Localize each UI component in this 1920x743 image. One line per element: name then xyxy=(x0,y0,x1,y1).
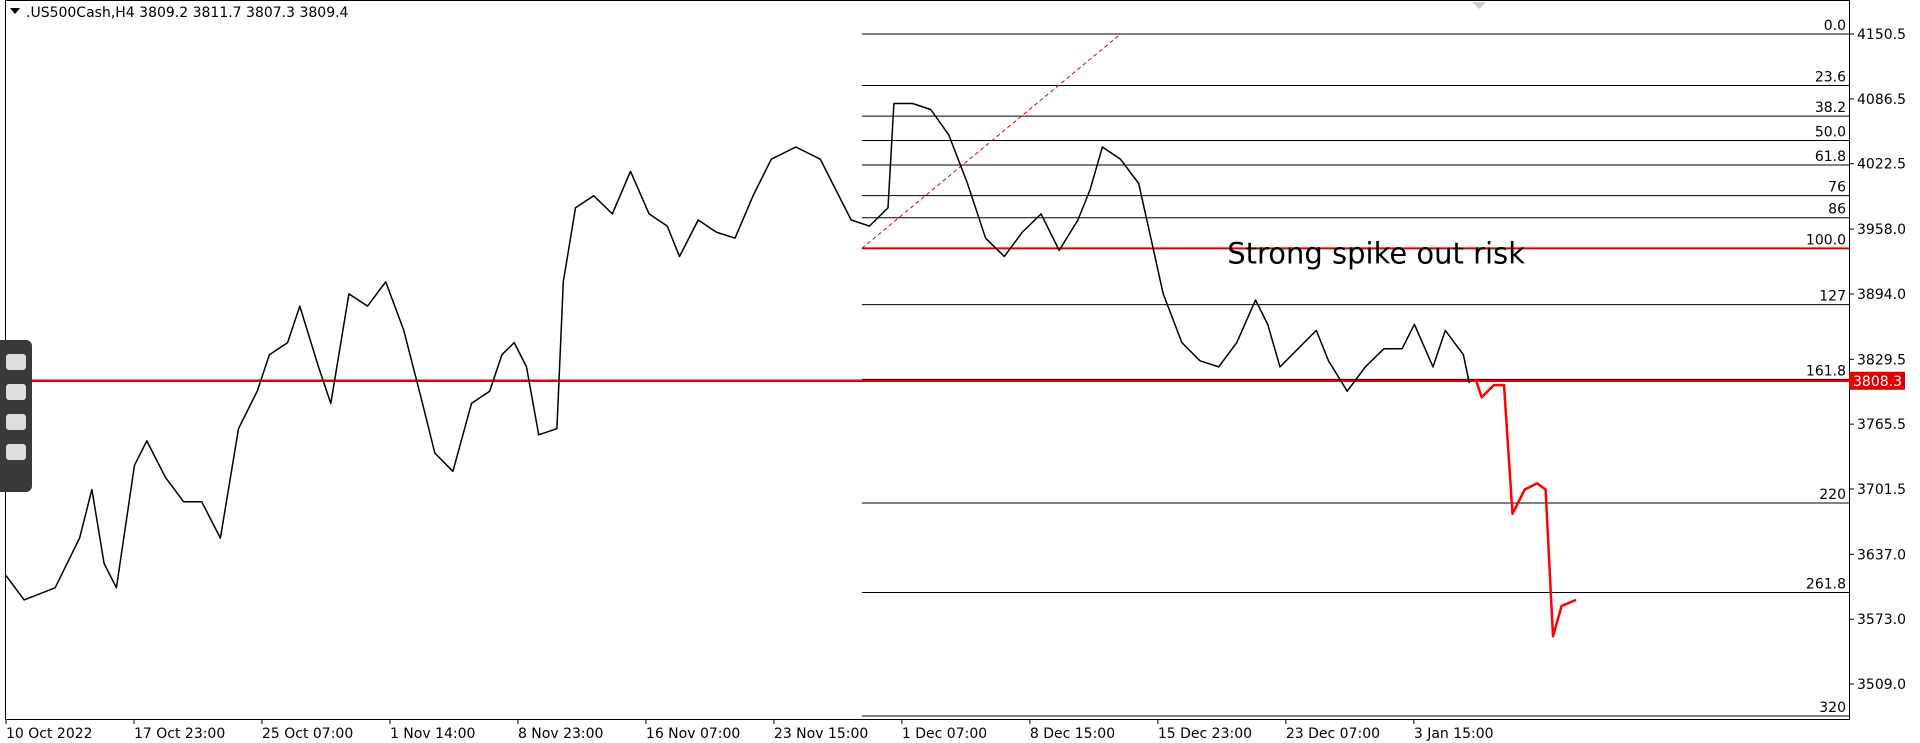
fib-label: 161.8 xyxy=(1806,363,1846,379)
y-tick-label: 3765.5 xyxy=(1857,417,1906,433)
scroll-marker xyxy=(1472,2,1486,9)
x-tick-label: 8 Nov 23:00 xyxy=(518,726,603,742)
fib-label: 127 xyxy=(1819,289,1846,305)
y-tick-label: 3701.5 xyxy=(1857,482,1906,498)
screenshot-button[interactable] xyxy=(6,354,26,370)
x-tick-label: 23 Dec 07:00 xyxy=(1286,726,1380,742)
fib-label: 61.8 xyxy=(1815,149,1846,165)
fib-label: 86 xyxy=(1828,202,1846,218)
symbol-menu[interactable] xyxy=(10,8,20,14)
y-tick-label: 3829.5 xyxy=(1857,352,1906,368)
fib-label: 23.6 xyxy=(1815,70,1846,86)
chart-title: .US500Cash,H4 3809.2 3811.7 3807.3 3809.… xyxy=(26,5,349,21)
y-tick-label: 4086.5 xyxy=(1857,92,1906,108)
gallery-button[interactable] xyxy=(6,414,26,430)
fib-label: 0.0 xyxy=(1824,18,1846,34)
fib-trendline xyxy=(861,33,1121,249)
x-tick-label: 17 Oct 23:00 xyxy=(134,726,225,742)
fib-label: 220 xyxy=(1819,487,1846,503)
price-line-series xyxy=(1474,378,1577,638)
x-tick-label: 3 Jan 15:00 xyxy=(1414,726,1494,742)
price-line-series xyxy=(5,102,1471,601)
fib-label: 261.8 xyxy=(1806,576,1846,592)
x-tick-label: 1 Dec 07:00 xyxy=(902,726,987,742)
fib-label: 76 xyxy=(1828,180,1846,196)
price-label: 3808.3 xyxy=(1853,374,1902,390)
x-tick-label: 10 Oct 2022 xyxy=(6,726,93,742)
record-button[interactable] xyxy=(6,384,26,400)
fib-label: 320 xyxy=(1819,700,1846,716)
y-tick-label: 3637.0 xyxy=(1857,547,1906,563)
x-tick-label: 8 Dec 15:00 xyxy=(1030,726,1115,742)
settings-button[interactable] xyxy=(6,444,26,460)
y-tick-label: 3573.0 xyxy=(1857,612,1906,628)
price-label-box xyxy=(1849,371,1905,390)
x-tick-label: 15 Dec 23:00 xyxy=(1158,726,1252,742)
fib-label: 100.0 xyxy=(1806,232,1846,248)
x-tick-label: 25 Oct 07:00 xyxy=(262,726,353,742)
y-tick-label: 3958.0 xyxy=(1857,222,1906,238)
x-tick-label: 23 Nov 15:00 xyxy=(774,726,868,742)
fib-label: 50.0 xyxy=(1815,125,1846,141)
side-toolbar xyxy=(0,340,32,492)
y-tick-label: 3509.0 xyxy=(1857,677,1906,693)
y-tick-label: 3894.0 xyxy=(1857,287,1906,303)
x-tick-label: 1 Nov 14:00 xyxy=(390,726,475,742)
fib-label: 38.2 xyxy=(1815,100,1846,116)
y-tick-label: 4022.5 xyxy=(1857,157,1906,173)
y-tick-label: 4150.5 xyxy=(1857,27,1906,43)
x-tick-label: 16 Nov 07:00 xyxy=(646,726,740,742)
annotation: Strong spike out risk xyxy=(1227,237,1525,271)
